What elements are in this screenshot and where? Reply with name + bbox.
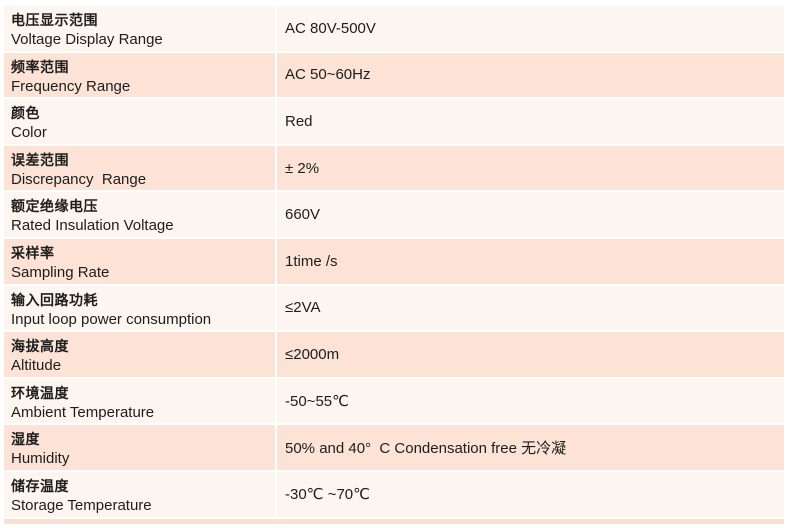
- spec-label-cell: 环境温度 Ambient Temperature: [4, 379, 275, 424]
- table-row: 颜色 Color Red: [4, 99, 784, 146]
- next-row-sliver: [4, 518, 784, 524]
- spec-label-zh: 采样率: [11, 244, 55, 261]
- spec-label-cell: 储存温度 Storage Temperature: [4, 472, 275, 517]
- spec-label-en: Input loop power consumption: [11, 310, 212, 328]
- table-row: 额定绝缘电压 Rated Insulation Voltage 660V: [4, 192, 784, 239]
- spec-label-cell: 颜色 Color: [4, 99, 275, 144]
- spec-value: Red: [285, 112, 313, 130]
- spec-value: AC 50~60Hz: [285, 66, 371, 84]
- table-row: 电压显示范围 Voltage Display Range AC 80V-500V: [4, 6, 784, 53]
- spec-label-cell: 电压显示范围 Voltage Display Range: [4, 6, 275, 51]
- table-row: 湿度 Humidity 50% and 40° C Condensation f…: [4, 425, 784, 472]
- spec-label-zh: 误差范围: [11, 151, 69, 168]
- spec-value-cell: -30℃ ~70℃: [275, 471, 784, 517]
- spec-label-en: Altitude: [11, 357, 62, 375]
- spec-label-cell: 海拔高度 Altitude: [4, 332, 275, 377]
- spec-value: ≤2VA: [285, 299, 321, 317]
- spec-label-en: Color: [11, 124, 47, 142]
- spec-value: AC 80V-500V: [285, 19, 376, 37]
- spec-value-cell: 1time /s: [275, 238, 784, 284]
- spec-value: 660V: [285, 206, 321, 224]
- spec-label-zh: 额定绝缘电压: [11, 198, 98, 215]
- table-row: 环境温度 Ambient Temperature -50~55℃: [4, 378, 784, 426]
- spec-label-zh: 湿度: [11, 431, 40, 448]
- spec-value-cell: Red: [275, 99, 784, 144]
- spec-value: -30℃ ~70℃: [285, 486, 370, 504]
- table-row: 输入回路功耗 Input loop power consumption ≤2VA: [4, 285, 784, 333]
- spec-value: ≤2000m: [285, 345, 340, 363]
- spec-value-cell: ≤2000m: [275, 332, 784, 377]
- spec-label-cell: 湿度 Humidity: [4, 425, 275, 470]
- spec-label-zh: 输入回路功耗: [11, 291, 98, 308]
- spec-value: 1time /s: [285, 252, 338, 270]
- spec-label-zh: 频率范围: [11, 58, 69, 75]
- specification-table: 电压显示范围 Voltage Display Range AC 80V-500V…: [4, 6, 784, 524]
- table-row: 误差范围 Discrepancy Range ± 2%: [4, 145, 784, 193]
- spec-label-en: Voltage Display Range: [11, 31, 163, 48]
- spec-value-cell: AC 50~60Hz: [275, 52, 784, 98]
- spec-value-cell: 660V: [275, 192, 784, 237]
- table-row: 频率范围 Frequency Range AC 50~60Hz: [4, 52, 784, 100]
- table-row: 采样率 Sampling Rate 1time /s: [4, 238, 784, 286]
- spec-label-en: Frequency Range: [11, 77, 131, 95]
- spec-value: 50% and 40° C Condensation free 无冷凝: [285, 440, 567, 458]
- spec-value: -50~55℃: [285, 393, 349, 411]
- spec-label-en: Storage Temperature: [11, 496, 152, 514]
- spec-label-cell: 输入回路功耗 Input loop power consumption: [4, 286, 275, 331]
- table-row: 海拔高度 Altitude ≤2000m: [4, 332, 784, 379]
- spec-label-cell: 采样率 Sampling Rate: [4, 239, 275, 284]
- spec-label-en: Discrepancy Range: [11, 170, 147, 188]
- spec-label-cell: 频率范围 Frequency Range: [4, 53, 275, 98]
- spec-value-cell: 50% and 40° C Condensation free 无冷凝: [275, 425, 784, 470]
- spec-label-zh: 颜色: [11, 105, 40, 122]
- spec-label-en: Sampling Rate: [11, 263, 110, 281]
- spec-value-cell: ≤2VA: [275, 285, 784, 331]
- spec-value: ± 2%: [285, 159, 320, 177]
- spec-label-zh: 环境温度: [11, 384, 69, 401]
- spec-label-en: Humidity: [11, 450, 70, 468]
- spec-value-cell: ± 2%: [275, 145, 784, 191]
- spec-label-en: Ambient Temperature: [11, 403, 155, 421]
- spec-value-cell: -50~55℃: [275, 378, 784, 424]
- spec-value-cell: AC 80V-500V: [275, 6, 784, 51]
- spec-label-cell: 误差范围 Discrepancy Range: [4, 146, 275, 191]
- table-row: 储存温度 Storage Temperature -30℃ ~70℃: [4, 471, 784, 519]
- spec-label-en: Rated Insulation Voltage: [11, 217, 174, 235]
- spec-label-cell: 额定绝缘电压 Rated Insulation Voltage: [4, 192, 275, 237]
- table-rows: 电压显示范围 Voltage Display Range AC 80V-500V…: [4, 6, 784, 519]
- spec-label-zh: 电压显示范围: [11, 12, 98, 28]
- spec-label-zh: 储存温度: [11, 477, 69, 494]
- spec-label-zh: 海拔高度: [11, 338, 69, 355]
